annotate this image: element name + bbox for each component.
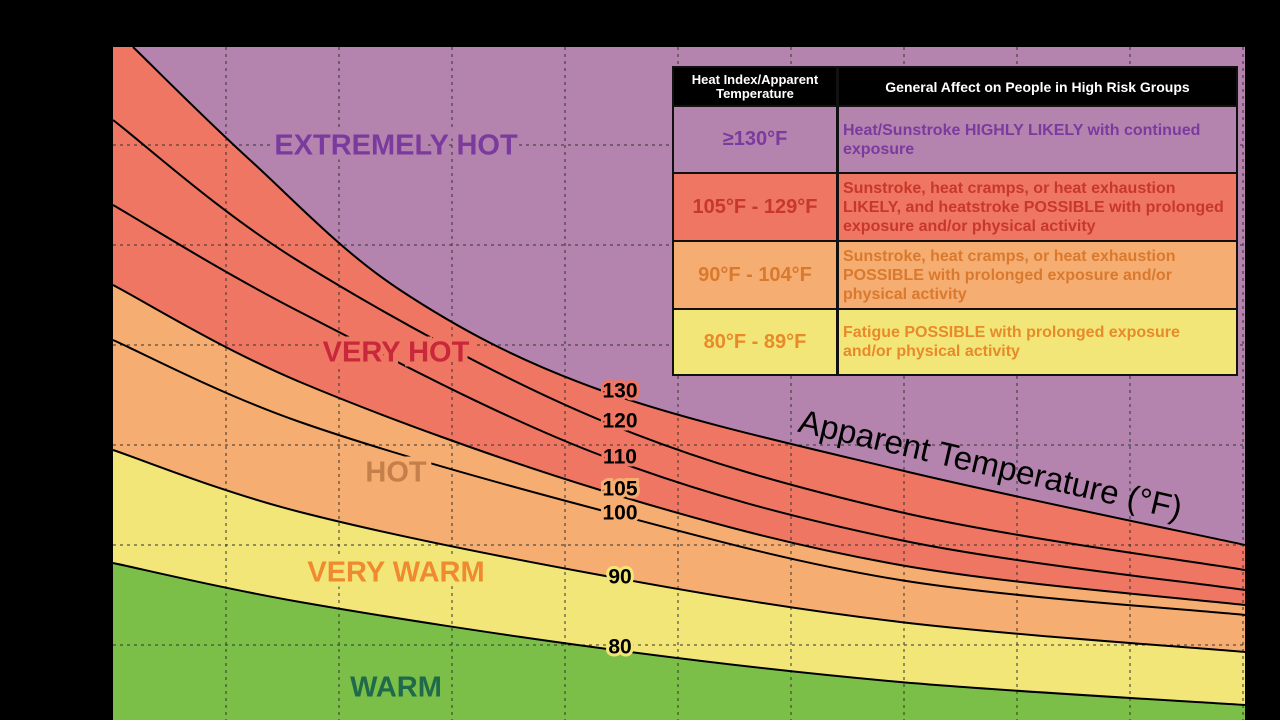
zone-label: VERY WARM bbox=[307, 557, 484, 589]
effect-cell: Heat/Sunstroke HIGHLY LIKELY with contin… bbox=[839, 107, 1236, 172]
contour-label: 110 bbox=[603, 446, 637, 469]
zone-label: HOT bbox=[365, 457, 427, 489]
header-cell: General Affect on People in High Risk Gr… bbox=[839, 68, 1236, 105]
effect-cell: Sunstroke, heat cramps, or heat exhausti… bbox=[839, 242, 1236, 308]
temperature-cell: 90°F - 104°F bbox=[674, 242, 836, 308]
warm-band bbox=[113, 563, 1245, 720]
contour-line bbox=[112, 119, 1246, 571]
temperature-cell: 80°F - 89°F bbox=[674, 310, 836, 374]
contour-label: 105 bbox=[602, 478, 637, 501]
zone-label: EXTREMELY HOT bbox=[274, 130, 518, 162]
contour-line bbox=[112, 284, 1246, 606]
zone-label: WARM bbox=[350, 672, 442, 704]
contour-line bbox=[112, 204, 1246, 591]
contour-line bbox=[112, 339, 1246, 616]
contour-label: 80 bbox=[608, 636, 631, 659]
contour-line bbox=[132, 46, 1246, 546]
header-cell: Heat Index/Apparent Temperature bbox=[674, 68, 836, 105]
zone-label: VERY HOT bbox=[323, 337, 470, 369]
contour-label: 130 bbox=[602, 380, 637, 403]
temperature-cell: 105°F - 129°F bbox=[674, 174, 836, 240]
contour-label: 100 bbox=[602, 502, 637, 525]
contour-line bbox=[112, 562, 1246, 706]
effect-cell: Sunstroke, heat cramps, or heat exhausti… bbox=[839, 174, 1236, 240]
risk-table: Heat Index/Apparent Temperature General A… bbox=[672, 66, 1238, 376]
contour-label: 120 bbox=[602, 410, 637, 433]
effect-cell: Fatigue POSSIBLE with prolonged exposure… bbox=[839, 310, 1236, 374]
temperature-cell: ≥130°F bbox=[674, 107, 836, 172]
contour-line bbox=[112, 449, 1246, 653]
contour-label: 90 bbox=[608, 566, 631, 589]
